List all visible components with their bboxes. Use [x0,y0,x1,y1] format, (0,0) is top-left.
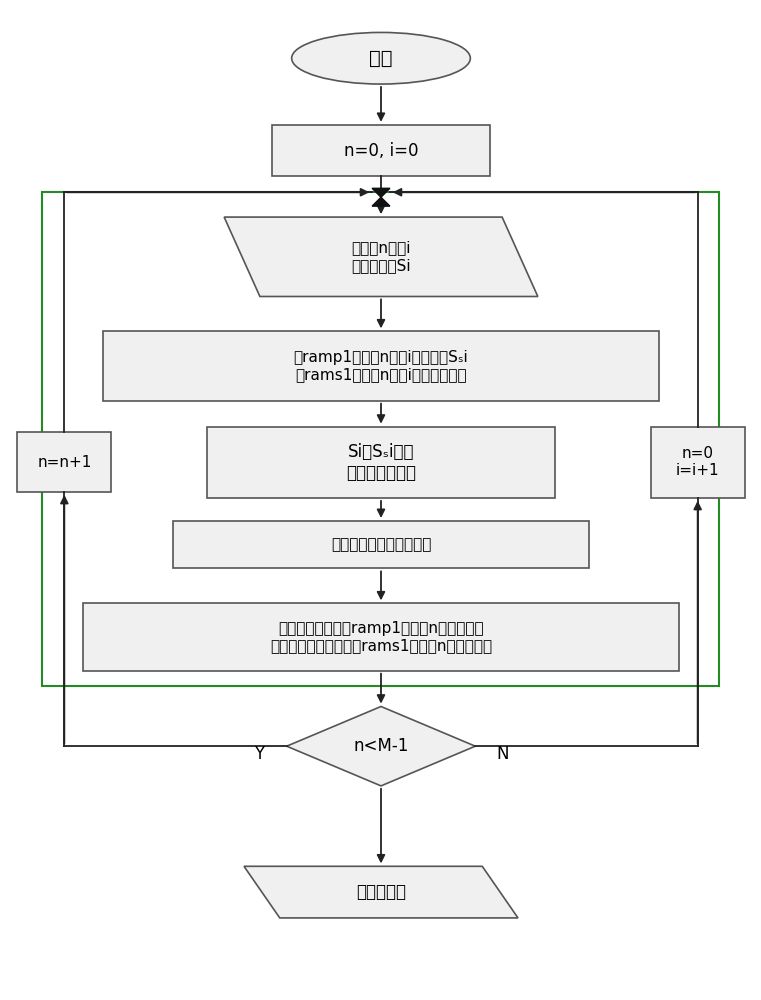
Text: 输入第n路第i
个应变数据Si: 输入第n路第i 个应变数据Si [351,241,411,273]
Text: 开始: 开始 [369,49,393,68]
Text: n=n+1: n=n+1 [37,455,91,470]
Bar [651,427,745,498]
Text: n<M-1: n<M-1 [353,737,409,755]
Bar [207,427,555,498]
Bar [103,331,659,401]
Bar [272,125,490,176]
Text: Y: Y [254,745,264,763]
Bar [83,603,679,671]
Text: Si与Sₛi作差
将差值量化编码: Si与Sₛi作差 将差值量化编码 [346,443,416,482]
Polygon shape [372,197,390,206]
Polygon shape [224,217,538,296]
Ellipse shape [291,32,470,84]
Polygon shape [287,706,476,786]
Text: N: N [497,745,509,763]
Text: 更新的预测值写入ramp1中的第n个存储单元
更新的自适应因子写入rams1中的第n个存储单元: 更新的预测值写入ramp1中的第n个存储单元 更新的自适应因子写入rams1中的… [270,621,492,653]
Polygon shape [372,188,390,197]
Polygon shape [244,866,518,918]
Bar [18,432,111,492]
Text: n=0, i=0: n=0, i=0 [344,142,419,160]
Text: 从ramp1读取第n路第i个预测值Sₛi
从rams1读取第n路第i个自适应因子: 从ramp1读取第n路第i个预测值Sₛi 从rams1读取第n路第i个自适应因子 [294,350,468,382]
Text: 更新预测值和自适应因子: 更新预测值和自适应因子 [331,537,431,552]
Text: n=0
i=i+1: n=0 i=i+1 [676,446,719,478]
Bar [173,521,590,568]
Text: 输出编码值: 输出编码值 [356,883,406,901]
Bar [43,192,718,686]
